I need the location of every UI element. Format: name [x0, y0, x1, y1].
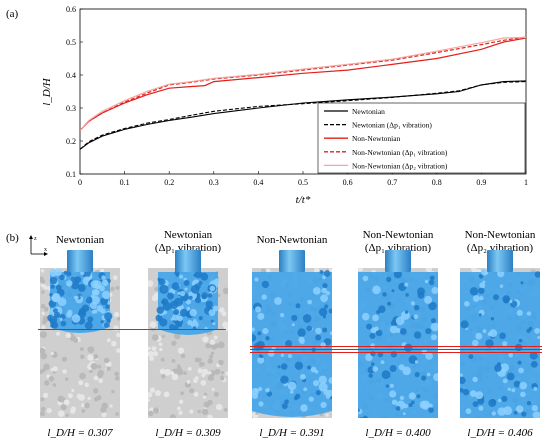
simulation-snapshot	[460, 268, 540, 418]
snapshot-title: Newtonian	[25, 234, 135, 247]
fluid-region	[252, 270, 332, 417]
x-tick-label: 0.7	[387, 178, 397, 187]
panel-a-label: (a)	[6, 8, 19, 20]
fluid-region	[47, 268, 114, 333]
reference-line-non-newtonian-3	[250, 352, 542, 353]
chart-legend: Newtonian Newtonian (Δp₁ vibration) Non-Ne…	[317, 102, 526, 174]
line-chart: 0 0.1 0.2 0.3 0.4 0.5 0.6 0.7 0.8 0.9 10.10.20.30.…	[41, 5, 528, 206]
snapshot-title-line1: Newtonian	[55, 234, 105, 246]
fluid-region	[155, 270, 220, 335]
series-line-2	[80, 81, 526, 150]
coordinate-axes-icon: z x	[28, 232, 50, 263]
x-tick-label: 1	[524, 178, 528, 187]
snapshot-title-line1: Non-Newtonian	[362, 229, 434, 241]
x-tick-label: 0.2	[164, 178, 174, 187]
nozzle	[175, 250, 201, 272]
snapshot-title: Non-Newtonian	[237, 234, 347, 247]
snapshot-title-line1: Newtonian	[163, 229, 213, 241]
z-axis-label: z	[34, 236, 37, 242]
y-tick-label: 0.6	[66, 5, 76, 14]
simulation-snapshot	[358, 268, 438, 418]
snapshot-caption: l_D/H = 0.391	[259, 427, 325, 439]
legend-entry: Non-Newtonian (Δp₁ vibration)	[352, 148, 448, 157]
x-tick-label: 0.8	[432, 178, 442, 187]
nozzle	[279, 250, 305, 272]
legend-entry: Non-Newtonian (Δp₂ vibration)	[352, 161, 448, 170]
fluid-region	[358, 270, 438, 418]
x-tick-label: 0.9	[476, 178, 486, 187]
nozzle	[487, 250, 513, 272]
x-tick-label: 0.4	[253, 178, 263, 187]
x-tick-label: 0.6	[343, 178, 353, 187]
y-tick-label: 0.2	[66, 137, 76, 146]
legend-entry: Non-Newtonian	[352, 134, 401, 143]
snapshot-title: Non-Newtonian (Δp₁ vibration)	[343, 229, 453, 255]
x-axis-label: t/t*	[296, 194, 311, 206]
snapshot-title-line1: Non-Newtonian	[256, 234, 328, 246]
series-line-1	[80, 80, 526, 150]
x-tick-label: 0.3	[209, 178, 219, 187]
x-axis-direction-label: x	[44, 247, 47, 253]
y-tick-label: 0.3	[66, 104, 76, 113]
snapshot-title: Newtonian (Δp₁ vibration)	[133, 229, 243, 255]
x-tick-label: 0	[78, 178, 82, 187]
series-line-5	[80, 36, 526, 131]
snapshot-caption: l_D/H = 0.400	[365, 427, 431, 439]
simulation-snapshot	[40, 268, 120, 418]
reference-line-newtonian	[38, 329, 226, 330]
snapshot-caption: l_D/H = 0.406	[467, 427, 533, 439]
legend-entry: Newtonian	[352, 107, 385, 116]
y-tick-label: 0.1	[66, 170, 76, 179]
snapshot-caption: l_D/H = 0.307	[47, 427, 113, 439]
snapshot-caption: l_D/H = 0.309	[155, 427, 221, 439]
snapshot-title-line2: (Δp₂ vibration)	[466, 242, 534, 254]
y-tick-label: 0.4	[66, 71, 76, 80]
snapshot-title-line2: (Δp₁ vibration)	[154, 242, 222, 254]
panel-b-label: (b)	[6, 232, 19, 244]
snapshot-title: Non-Newtonian (Δp₂ vibration)	[445, 229, 550, 255]
series-line-4	[80, 36, 526, 131]
x-tick-label: 0.1	[120, 178, 130, 187]
y-tick-label: 0.5	[66, 38, 76, 47]
legend-box	[317, 102, 526, 174]
nozzle	[385, 250, 411, 272]
snapshot-title-line2: (Δp₁ vibration)	[364, 242, 432, 254]
reference-line-non-newtonian-1	[250, 346, 542, 347]
nozzle	[67, 250, 93, 272]
y-axis-label: l_D/H	[41, 77, 53, 106]
snapshot-title-line1: Non-Newtonian	[464, 229, 536, 241]
x-tick-label: 0.5	[298, 178, 308, 187]
reference-line-non-newtonian-2	[250, 349, 542, 350]
simulation-snapshot	[148, 268, 228, 418]
simulation-snapshot	[252, 268, 332, 418]
fluid-region	[460, 268, 540, 418]
legend-entry: Newtonian (Δp₁ vibration)	[352, 121, 432, 130]
